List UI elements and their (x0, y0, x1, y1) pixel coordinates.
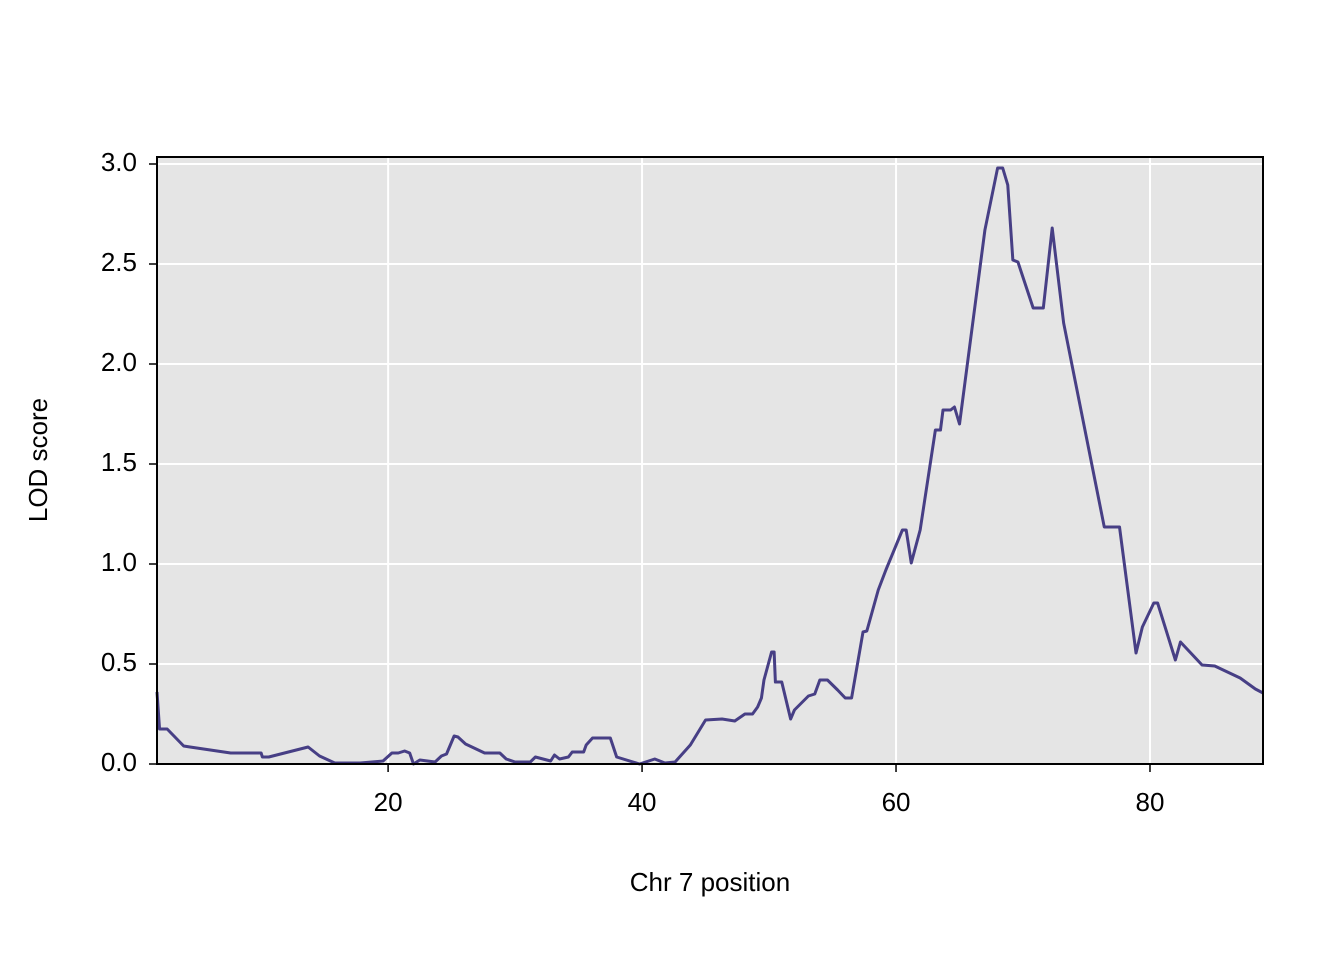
plot-frame (156, 156, 1264, 765)
y-tick-label: 3.0 (101, 147, 137, 177)
x-tick-label: 80 (1136, 787, 1165, 817)
y-axis-title: LOD score (23, 398, 53, 522)
x-axis-title: Chr 7 position (630, 867, 790, 897)
y-tick-label: 1.0 (101, 547, 137, 577)
y-tick-label: 2.0 (101, 347, 137, 377)
y-tick-label: 2.5 (101, 247, 137, 277)
x-tick-label: 60 (882, 787, 911, 817)
y-tick-label: 0.5 (101, 647, 137, 677)
y-tick-label: 1.5 (101, 447, 137, 477)
lod-line (155, 166, 1264, 766)
x-tick-label: 40 (628, 787, 657, 817)
plot-background (157, 157, 1263, 764)
y-tick-label: 0.0 (101, 747, 137, 777)
x-tick-label: 20 (374, 787, 403, 817)
